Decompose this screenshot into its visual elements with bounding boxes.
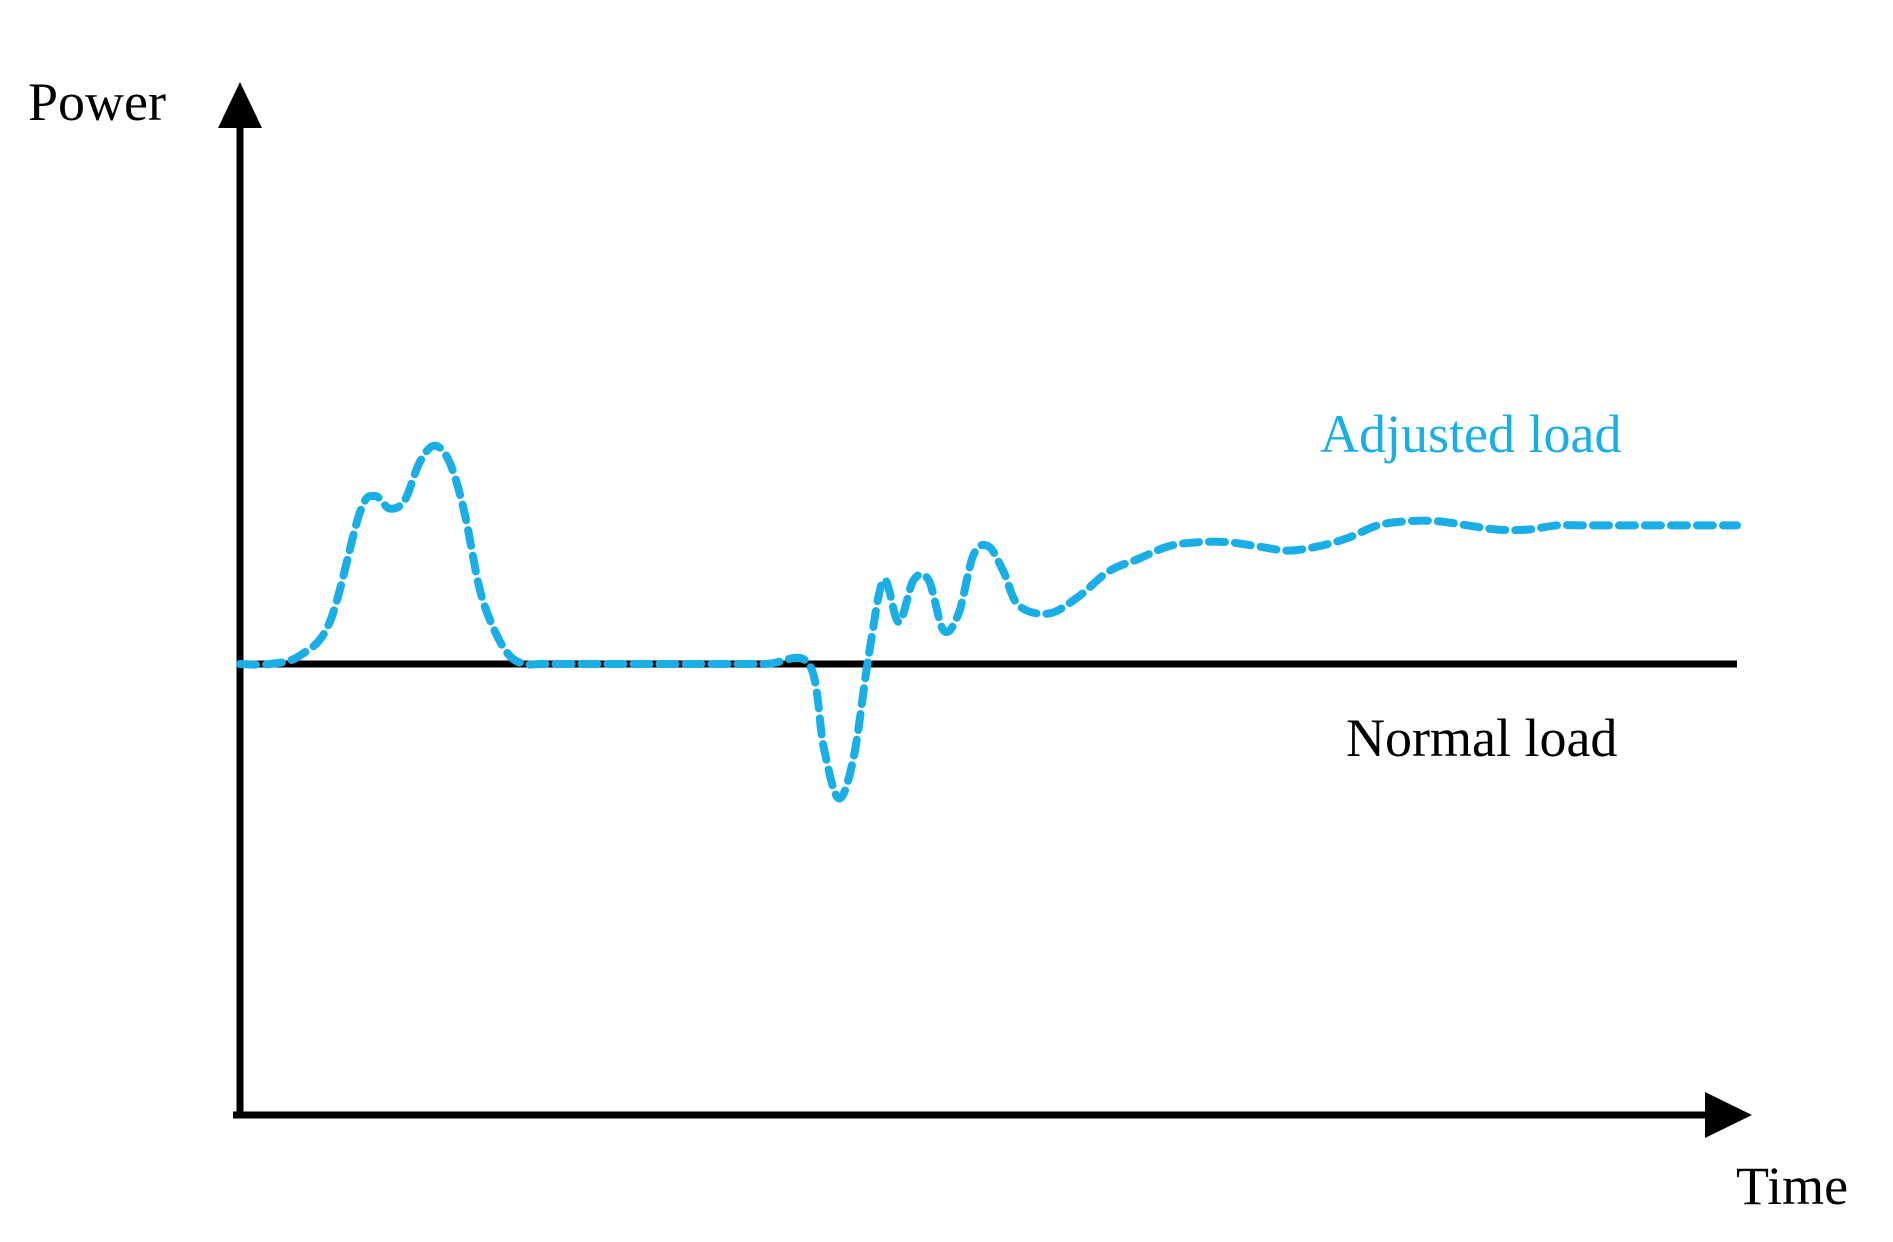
normal-load-label: Normal load <box>1346 708 1617 768</box>
series-layer <box>236 441 1741 803</box>
x-axis-label: Time <box>1736 1156 1848 1216</box>
y-axis-label: Power <box>28 72 166 132</box>
adjusted-load-label: Adjusted load <box>1320 404 1621 464</box>
adjusted-load-line <box>236 441 1741 803</box>
x-axis-arrowhead <box>1705 1092 1752 1138</box>
y-axis-arrowhead <box>218 82 262 128</box>
